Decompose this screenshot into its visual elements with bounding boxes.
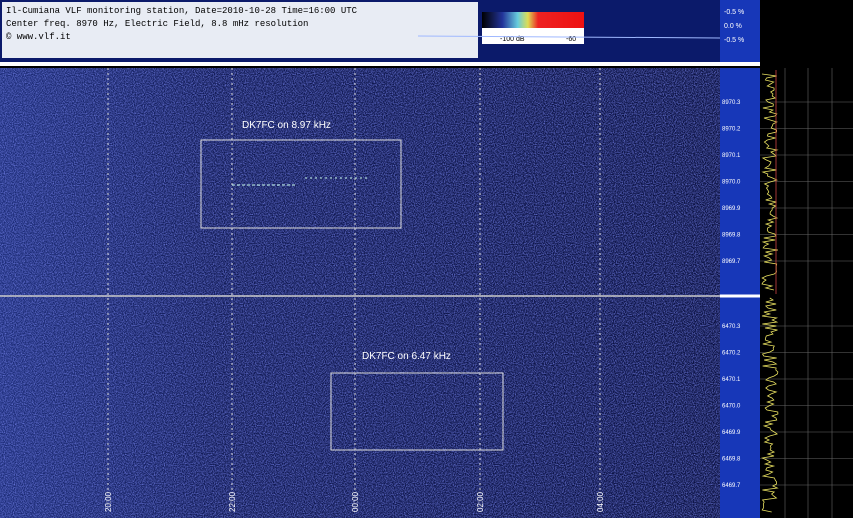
time-label: 04:00 — [596, 491, 605, 512]
annotation-label: DK7FC on 8.97 kHz — [242, 120, 331, 131]
level-axis — [720, 0, 760, 62]
freq-label: 6470.0 — [722, 404, 741, 410]
colorbar — [482, 12, 584, 28]
time-label: 22:00 — [228, 491, 237, 512]
freq-label: 6469.8 — [722, 457, 741, 463]
freq-label: 8969.9 — [722, 206, 741, 212]
annotation-label: DK7FC on 6.47 kHz — [362, 351, 451, 362]
annotation-box — [200, 139, 402, 229]
colorbar-label: -100 dB — [500, 36, 525, 43]
level-label: -0.5 % — [724, 37, 744, 44]
freq-label: 6470.2 — [722, 351, 741, 357]
freq-label: 8969.8 — [722, 233, 741, 239]
level-trace — [417, 35, 721, 39]
spectrum-trace — [761, 73, 779, 291]
freq-label: 8970.1 — [722, 153, 741, 159]
colorbar-scale — [482, 28, 584, 44]
header-line: © www.vlf.it — [6, 32, 71, 42]
header-box — [2, 2, 478, 58]
freq-label: 8969.7 — [722, 259, 741, 265]
freq-label: 6469.9 — [722, 430, 741, 436]
annotation-box — [330, 372, 504, 451]
time-label: 02:00 — [476, 491, 485, 512]
level-label: -0.5 % — [724, 9, 744, 16]
time-label: 00:00 — [351, 491, 360, 512]
freq-label: 8970.2 — [722, 127, 741, 133]
header-line: Center freq. 8970 Hz, Electric Field, 8.… — [6, 19, 308, 29]
freq-label: 6470.3 — [722, 324, 741, 330]
freq-label: 6470.1 — [722, 377, 741, 383]
freq-label: 6469.7 — [722, 483, 741, 489]
time-label: 20:00 — [104, 491, 113, 512]
level-label: 0.0 % — [724, 23, 742, 30]
freq-label: 8970.3 — [722, 100, 741, 106]
freq-label: 8970.0 — [722, 180, 741, 186]
colorbar-label: -60 — [566, 36, 576, 43]
spectrum-panel — [760, 68, 853, 518]
time-grid — [107, 68, 601, 490]
freq-axis — [720, 68, 760, 518]
spectrum-trace — [761, 297, 779, 513]
header-line: Il-Cumiana VLF monitoring station, Date=… — [6, 6, 358, 16]
separator — [0, 62, 760, 66]
